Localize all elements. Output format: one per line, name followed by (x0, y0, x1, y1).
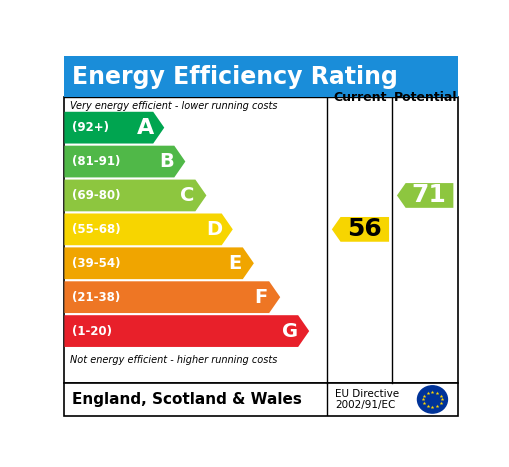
Polygon shape (65, 315, 309, 347)
Bar (64, 56, 458, 98)
Text: D: D (206, 220, 222, 239)
Text: Energy Efficiency Rating: Energy Efficiency Rating (71, 65, 398, 89)
Text: Current: Current (333, 91, 386, 104)
Bar (64, 383, 458, 416)
Text: 71: 71 (412, 184, 446, 207)
Text: England, Scotland & Wales: England, Scotland & Wales (71, 392, 301, 407)
Polygon shape (65, 281, 280, 313)
Text: G: G (282, 322, 298, 340)
Polygon shape (65, 248, 254, 279)
Text: Very energy efficient - lower running costs: Very energy efficient - lower running co… (70, 101, 277, 111)
Polygon shape (65, 180, 207, 212)
Text: (92+): (92+) (71, 121, 108, 134)
Text: F: F (254, 288, 268, 307)
Text: Potential: Potential (393, 91, 457, 104)
Polygon shape (397, 183, 454, 208)
Text: E: E (229, 254, 242, 273)
Polygon shape (65, 213, 233, 245)
Text: C: C (180, 186, 194, 205)
Text: (69-80): (69-80) (71, 189, 120, 202)
Text: A: A (137, 118, 154, 138)
Text: (55-68): (55-68) (71, 223, 120, 236)
Text: 56: 56 (347, 217, 382, 241)
Polygon shape (65, 112, 164, 143)
Text: Not energy efficient - higher running costs: Not energy efficient - higher running co… (70, 355, 277, 365)
Text: EU Directive
2002/91/EC: EU Directive 2002/91/EC (335, 389, 399, 410)
Bar (64, 98, 458, 383)
Polygon shape (332, 217, 389, 242)
Text: (39-54): (39-54) (71, 257, 120, 270)
Text: B: B (159, 152, 174, 171)
Text: (21-38): (21-38) (71, 290, 120, 304)
Text: (1-20): (1-20) (71, 325, 111, 338)
Polygon shape (65, 146, 185, 177)
Text: (81-91): (81-91) (71, 155, 120, 168)
Ellipse shape (417, 386, 447, 413)
